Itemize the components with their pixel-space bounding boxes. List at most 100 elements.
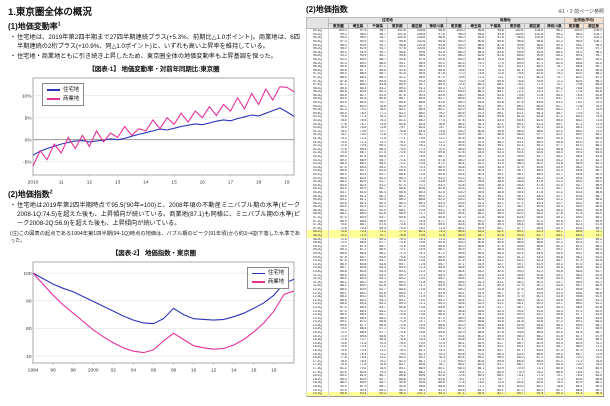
group-header: 全用途(平均) (563, 17, 605, 24)
table-row: 99-4Q 80.4 78.3 77.1 83.2 86.0 79.2 60.5 57.3 56.… (306, 111, 604, 116)
table-row: 08-3Q 72.5 70.4 69.2 75.3 78.1 71.3 55.5 52.3 51.… (306, 237, 604, 242)
table-row: 96-4Q 89.8 87.7 86.5 92.6 95.4 88.6 78.8 75.6 74.… (306, 68, 604, 73)
section-2-bullets: 住宅地は2019年第2四半期時点で95.5('90年=100)と、2008年頃の… (10, 202, 300, 228)
table-row: 96-2Q 91.3 89.2 88.0 94.1 96.9 90.1 82.3 79.1 77.… (306, 61, 604, 66)
table-row: 14-4Q 70.4 68.3 67.1 73.2 76.0 69.2 51.0 47.8 46.… (306, 327, 604, 332)
table-row: 18-2Q 86.0 83.9 82.7 88.8 91.6 84.8 75.1 71.9 70.… (306, 377, 604, 382)
table-row: 97-1Q 89.0 86.9 85.7 91.8 94.6 87.8 77.0 73.8 72.… (306, 72, 604, 76)
table-row: 98-1Q 86.5 84.4 83.2 89.3 92.1 85.3 71.0 67.8 66.… (306, 86, 604, 91)
figure1-legend: 住宅地 商業地 (42, 83, 85, 106)
table-row: 08-4Q 71.0 68.9 67.7 73.8 76.6 69.8 54.0 50.8 49.… (306, 241, 604, 245)
table-row: 12-3Q 66.3 64.2 63.0 69.1 71.9 65.1 45.3 42.1 40.… (306, 295, 604, 299)
table-row: 15-2Q 71.9 69.8 68.6 74.7 77.5 70.7 53.4 50.2 49.… (306, 334, 604, 339)
footnote-ref-1: 1 (57, 21, 61, 28)
table-row: 02-1Q 72.5 70.4 69.2 75.3 78.1 71.3 49.5 46.3 45.… (306, 144, 604, 148)
svg-text:18: 18 (256, 180, 262, 186)
svg-text:17: 17 (228, 180, 234, 186)
table-row: 95-3Q 94.0 91.9 90.7 96.8 99.6 92.8 88.0 84.8 83.… (306, 50, 604, 55)
table-row: 04-1Q 66.0 63.9 62.7 68.8 71.6 64.8 43.5 40.3 39.… (306, 172, 604, 177)
bullet: 住宅地は、2019年第2四半期まで27四半期連続プラス(+5.3%、前期比△1.… (10, 34, 300, 52)
right-header: (2)地価指数 ※1・2 前ページ参照 (306, 4, 604, 15)
table-row: 13-2Q 67.0 64.9 63.7 69.8 72.6 65.8 46.1 42.9 41.… (306, 305, 604, 310)
svg-text:14: 14 (143, 180, 149, 186)
svg-text:06: 06 (151, 367, 157, 373)
table-row: 98-2Q 85.6 83.5 82.3 88.4 91.2 84.4 69.5 66.3 65.… (306, 90, 604, 94)
table-row: 94-3Q 98.0 95.9 94.7 100.8 103.6 96.8 96.0 92.8 9… (306, 36, 604, 40)
svg-text:02: 02 (111, 367, 117, 373)
table-row: 17-3Q 81.3 79.2 78.0 84.1 86.9 80.1 68.3 65.1 63.… (306, 367, 604, 371)
residential-line-swatch (251, 272, 265, 275)
table-row: 14-1Q 68.5 66.4 65.2 71.3 74.1 67.3 48.0 44.8 43.… (306, 316, 604, 321)
section-1-bullets: 住宅地は、2019年第2四半期まで27四半期連続プラス(+5.3%、前期比△1.… (10, 34, 300, 61)
table-row: 03-1Q 69.0 66.9 65.7 71.8 74.6 67.8 46.0 42.8 41.… (306, 158, 604, 163)
index-table: 住宅地 商業地 全用途(平均) 東京圏 埼玉県 千葉県 東京都 都区部 神奈川県 東京圏 埼玉県 千葉… (306, 16, 605, 397)
table-row: 05-1Q 64.0 61.9 60.7 66.8 69.6 62.8 42.5 39.3 38.… (306, 187, 604, 191)
table-row: 97-4Q 87.1 85.0 83.8 89.9 92.7 85.9 72.5 69.3 68.… (306, 83, 604, 87)
svg-text:14: 14 (231, 367, 237, 373)
table-row: 00-1Q 79.5 77.4 76.2 82.3 85.1 78.3 59.0 55.8 54.… (306, 115, 604, 120)
table-row: 10-3Q 66.7 64.6 63.4 69.5 72.3 65.5 46.8 43.6 42.… (306, 266, 604, 270)
commercial-line-swatch (47, 98, 60, 100)
table-row: 10-4Q 66.6 64.5 63.3 69.4 72.2 65.4 46.4 43.2 42.… (306, 269, 604, 274)
figure1-chart: -5% 0% 5% 10% 2010 11 12 13 14 15 16 17 18 19 (22, 78, 295, 186)
svg-text:5%: 5% (25, 116, 33, 122)
table-row: 13-3Q 67.5 65.4 64.2 70.3 73.1 66.3 46.8 43.6 42.… (306, 309, 604, 314)
svg-text:2010: 2010 (28, 180, 39, 186)
table-row: 00-2Q 78.6 76.5 75.3 81.4 84.2 77.4 57.8 54.6 53.… (306, 119, 604, 123)
table-row: 09-3Q 68.5 66.4 65.2 71.3 74.1 67.3 49.8 46.6 45.… (306, 252, 604, 256)
table-row: 18-1Q 84.0 81.9 80.7 86.8 89.6 82.8 72.5 69.3 68.… (306, 374, 604, 378)
svg-text:2000: 2000 (88, 367, 99, 373)
svg-text:80: 80 (26, 298, 32, 304)
table-row: 09-1Q 70.0 67.9 66.7 72.8 75.6 68.8 52.0 48.8 47.… (306, 244, 604, 249)
table-row: 14-3Q 69.8 67.7 66.5 72.6 75.4 68.6 50.0 46.8 45.… (306, 323, 604, 328)
table-row: 11-3Q 66.2 64.1 62.9 69.0 71.8 65.0 45.5 42.3 41.… (306, 280, 604, 285)
table-row: 10-1Q 67.0 64.9 63.7 69.8 72.6 65.8 47.5 44.3 43.… (306, 259, 604, 263)
table-row: 07-3Q 70.8 68.7 67.5 73.6 76.4 69.6 53.8 50.6 49.… (306, 223, 604, 227)
table-row: 13-1Q 66.5 64.4 63.2 69.3 72.1 65.3 45.5 42.3 41.… (306, 302, 604, 306)
footnote-ref-2: 2 (49, 189, 53, 196)
table-row: 00-4Q 76.9 74.8 73.6 79.7 82.5 75.7 55.3 52.1 50.… (306, 126, 604, 130)
table-row: 01-2Q 75.1 73.0 71.8 77.9 80.7 73.9 52.9 49.7 48.… (306, 133, 604, 137)
svg-text:-5%: -5% (23, 160, 32, 166)
table-row: 13-4Q 68.0 65.9 64.7 70.8 73.6 66.8 47.4 44.2 43.… (306, 313, 604, 317)
table-row: 94-1Q 100.0 97.9 96.7 102.8 105.6 98.8 100.0 96.… (306, 28, 604, 33)
table-row: 05-4Q 63.2 61.1 59.9 66.0 68.8 62.0 44.0 40.8 39.… (306, 198, 604, 202)
table-row: 06-4Q 66.1 64.0 62.8 68.9 71.7 64.9 49.4 46.2 45.… (306, 212, 604, 217)
figure2-caption: 【図表-2】 地価指数・東京圏 (111, 249, 197, 257)
svg-text:08: 08 (171, 367, 177, 373)
table-row: 12-2Q 66.1 64.0 62.8 68.9 71.7 64.9 45.1 41.9 40.… (306, 291, 604, 296)
table-row: 97-2Q 88.4 86.3 85.1 91.2 94.0 87.2 75.5 72.3 71.… (306, 75, 604, 80)
legend-label-residential: 住宅地 (63, 86, 80, 93)
svg-text:04: 04 (131, 367, 137, 373)
table-row: 12-1Q 66.0 63.9 62.7 68.8 71.6 64.8 45.0 41.8 40.… (306, 287, 604, 292)
svg-text:0%: 0% (25, 138, 33, 144)
svg-text:100: 100 (23, 271, 31, 277)
table-row: 15-3Q 72.8 70.7 69.5 75.6 78.4 71.6 54.8 51.6 50.… (306, 338, 604, 342)
section-2-note: (注)この図表の起点である1994年第1四半期(94-1Q)時点の地価は、バブル… (10, 230, 300, 244)
figure1-caption: 【図表-1】 地価変動率・対前年同期比:東京圏 (88, 66, 220, 74)
svg-text:11: 11 (59, 180, 64, 186)
table-row: 03-4Q 66.8 64.7 63.5 69.6 72.4 65.6 44.1 40.9 39.… (306, 169, 604, 173)
svg-text:96: 96 (50, 367, 56, 373)
table-row: 96-3Q 90.5 88.4 87.2 93.3 96.1 89.3 80.5 77.3 76.… (306, 65, 604, 69)
table-column-header-row: 東京圏 埼玉県 千葉県 東京都 都区部 神奈川県 東京圏 埼玉県 千葉県 東京都 都区部 神奈川県 東京… (307, 22, 604, 30)
table-row: 07-2Q 68.9 66.8 65.6 71.7 74.5 67.7 52.4 49.2 48.… (306, 219, 604, 224)
table-row: 02-2Q 71.6 69.5 68.3 74.4 77.2 70.4 48.6 45.4 44.… (306, 147, 604, 152)
table-row: 98-4Q 83.9 81.8 80.6 86.7 89.5 82.7 66.5 63.3 62.… (306, 97, 604, 102)
table-row: 95-4Q 93.0 90.9 89.7 95.8 98.6 91.8 86.0 82.8 81.… (306, 54, 604, 58)
svg-text:12: 12 (211, 367, 217, 373)
table-row: 09-2Q 69.3 67.2 66.0 72.1 74.9 68.1 50.9 47.7 46.… (306, 248, 604, 252)
table-row: 00-3Q 77.8 75.7 74.5 80.6 83.4 76.6 56.5 53.3 52.… (306, 122, 604, 127)
table-row: 03-2Q 68.3 66.2 65.0 71.1 73.9 67.1 45.4 42.2 41.… (306, 162, 604, 166)
column-header: 都区部 (583, 22, 604, 30)
table-row: 11-4Q 66.1 64.0 62.8 68.9 71.7 64.9 45.3 42.1 40.… (306, 284, 604, 288)
svg-text:40: 40 (26, 354, 32, 360)
table-row: 14-2Q 69.1 67.0 65.8 71.9 74.7 67.9 49.0 45.8 44.… (306, 320, 604, 324)
section-2-heading: (2)地価指数2 (8, 189, 53, 200)
table-row: 01-4Q 73.4 71.3 70.1 76.2 79.0 72.2 50.6 47.4 46.… (306, 140, 604, 145)
table-row: 99-2Q 82.1 80.0 78.8 84.9 87.7 80.9 63.5 60.3 59.… (306, 104, 604, 109)
table-row: 02-3Q 70.8 68.7 67.5 73.6 76.4 69.6 47.8 44.6 43.… (306, 151, 604, 155)
page-title: 1.東京圏全体の概況 (8, 7, 92, 18)
figure1: -5% 0% 5% 10% 2010 11 12 13 14 15 16 17 18 19 住宅地 商業地 (10, 74, 298, 186)
table-row: 12-4Q 66.4 64.3 63.1 69.2 72.0 65.2 45.4 42.2 41.… (306, 298, 604, 303)
